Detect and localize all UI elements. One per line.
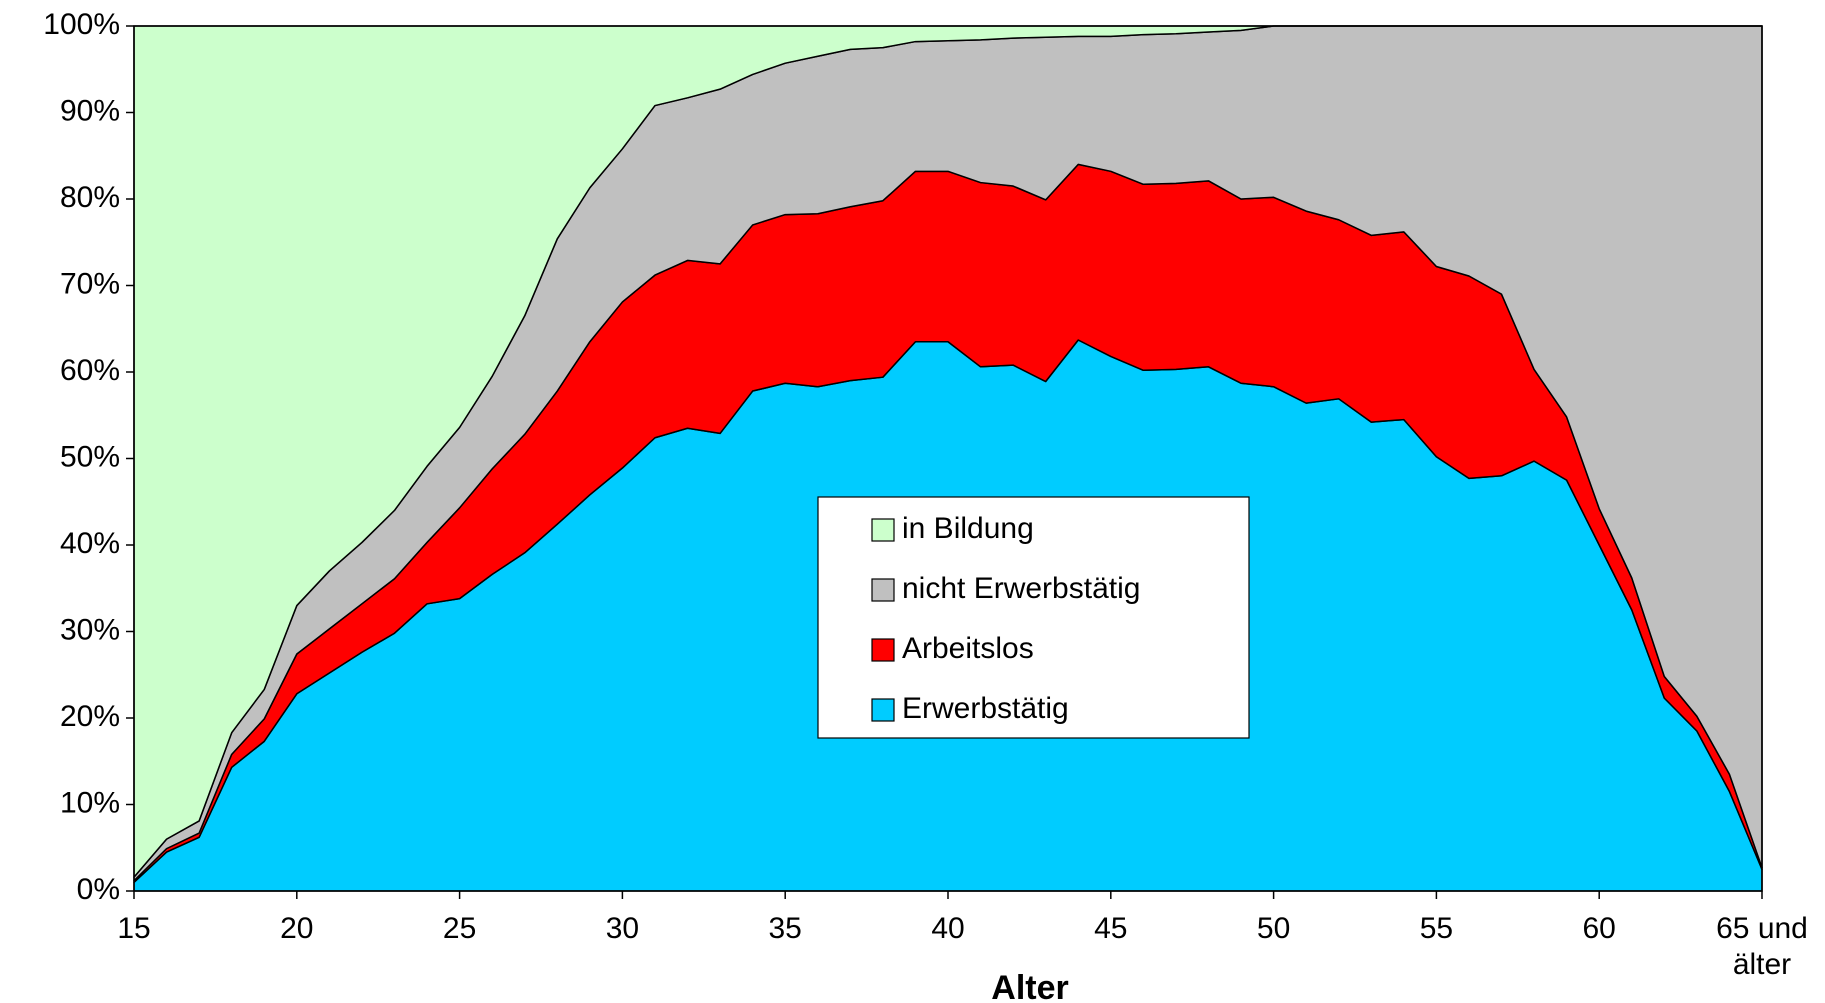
y-tick-label: 20%: [60, 700, 120, 733]
legend-label: Erwerbstätig: [902, 692, 1069, 725]
legend-label: Arbeitslos: [902, 632, 1034, 665]
y-tick-label: 30%: [60, 613, 120, 646]
y-tick-label: 60%: [60, 354, 120, 387]
legend: in Bildung nicht Erwerbstätig Arbeitslos Er…: [817, 496, 1250, 739]
y-tick-label: 90%: [60, 94, 120, 127]
y-tick-label: 80%: [60, 181, 120, 214]
x-tick-label: 60: [1582, 912, 1616, 945]
y-tick-label: 10%: [60, 786, 120, 819]
legend-swatch: [871, 578, 895, 602]
y-tick-label: 0%: [77, 873, 120, 906]
x-tick-label: 50: [1256, 912, 1291, 945]
x-tick-label: 20: [280, 912, 314, 945]
x-tick-label: 65 und älter: [1716, 912, 1808, 981]
x-tick-label: 40: [931, 912, 965, 945]
x-tick-label: 30: [605, 912, 640, 945]
x-tick-label: 35: [768, 912, 802, 945]
x-tick-label: 15: [117, 912, 151, 945]
y-tick-label: 40%: [60, 527, 120, 560]
x-tick-label: 45: [1094, 912, 1128, 945]
legend-label: in Bildung: [902, 512, 1034, 545]
y-tick-label: 70%: [60, 267, 120, 300]
x-tick-label: 55: [1419, 912, 1454, 945]
y-tick-label: 100%: [43, 8, 120, 41]
legend-label: nicht Erwerbstätig: [902, 572, 1140, 605]
legend-swatch: [871, 698, 895, 722]
y-tick-label: 50%: [60, 440, 120, 473]
legend-swatch: [871, 518, 895, 542]
x-axis-label: Alter: [991, 969, 1068, 1003]
x-tick-label: 25: [442, 912, 477, 945]
legend-swatch: [871, 638, 895, 662]
